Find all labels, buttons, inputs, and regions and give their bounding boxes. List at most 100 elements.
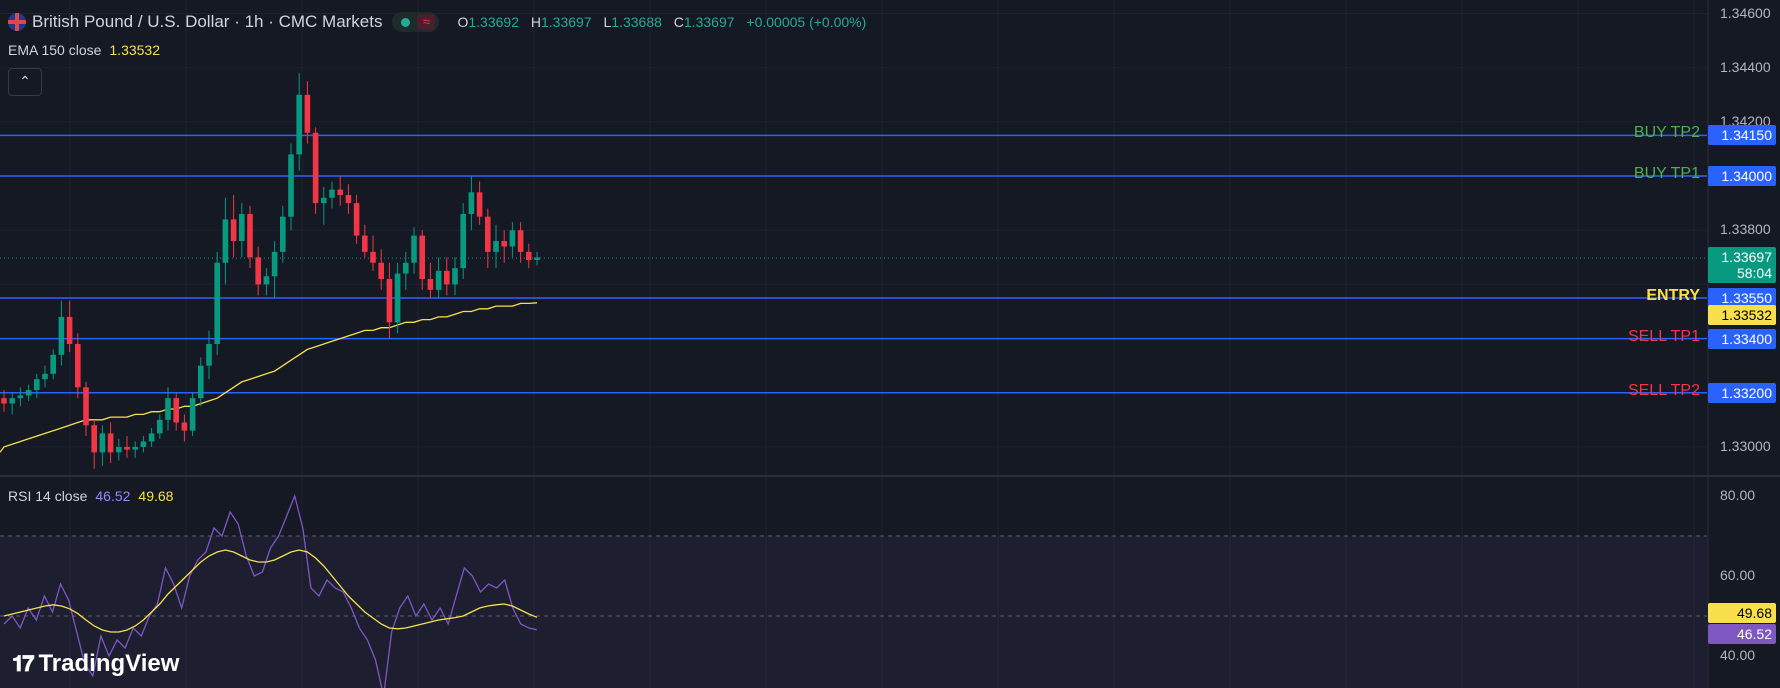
candle-body [42, 373, 48, 380]
candle-body [493, 241, 499, 252]
symbol-header[interactable]: British Pound / U.S. Dollar · 1h · CMC M… [8, 10, 866, 34]
change-value: +0.00005 (+0.00%) [746, 14, 867, 30]
candle-body [17, 395, 24, 399]
candle-body [9, 398, 15, 404]
level-price-tag: 1.34000 [1708, 166, 1776, 187]
candle-body [83, 387, 89, 426]
candle-body [1, 398, 7, 404]
candle-body [370, 251, 376, 263]
candle-body [526, 251, 532, 261]
rsi-label: RSI 14 close [8, 488, 88, 504]
price-axis-label: 1.34400 [1720, 58, 1771, 75]
candle-body [394, 273, 401, 323]
level-label[interactable]: BUY TP1 [1633, 165, 1700, 183]
ema-legend[interactable]: EMA 150 close 1.33532 [8, 42, 160, 58]
candle-body [452, 268, 458, 285]
candle-body [189, 398, 196, 431]
ema-value: 1.33532 [109, 42, 160, 58]
candle-body [173, 398, 179, 423]
level-label[interactable]: SELL TP1 [1627, 327, 1700, 345]
candles [1, 73, 540, 469]
last-price-tag: 1.33697 58:04 [1708, 247, 1776, 284]
candle-body [329, 189, 335, 198]
rsi-axis-label: 80.00 [1720, 487, 1756, 503]
candle-body [75, 343, 81, 388]
candle-body [247, 213, 253, 258]
candle-body [378, 262, 384, 279]
rsi-band [0, 536, 1707, 688]
tradingview-logo-icon: 𝟏𝟕 [12, 651, 35, 676]
last-price-value: 1.33697 [1721, 249, 1772, 266]
level-label[interactable]: SELL TP2 [1627, 381, 1700, 399]
market-status-pill[interactable]: ≈ [392, 12, 440, 32]
rsi-value-tag: 46.52 [1708, 624, 1776, 645]
candle-body [386, 278, 393, 323]
candle-body [222, 219, 229, 263]
candle-body [25, 390, 32, 396]
candle-body [312, 132, 319, 204]
symbol-title[interactable]: British Pound / U.S. Dollar · 1h · CMC M… [32, 12, 383, 31]
candle-body [353, 203, 360, 236]
candle-body [501, 241, 507, 247]
rsi-legend[interactable]: RSI 14 close 46.52 49.68 [8, 488, 173, 504]
candle-body [66, 316, 73, 344]
rsi-axis-label: 60.00 [1720, 567, 1756, 583]
candle-body [517, 230, 524, 252]
rsi-line [3, 493, 538, 688]
candle-body [280, 216, 286, 252]
candle-body [214, 262, 220, 344]
tradingview-logo[interactable]: 𝟏𝟕 TradingView [12, 650, 179, 678]
candle-body [157, 419, 163, 434]
candle-body [148, 433, 155, 442]
candle-body [34, 379, 40, 391]
price-axis-label: 1.34200 [1720, 112, 1771, 129]
brand-name: TradingView [38, 650, 180, 677]
candle-body [476, 192, 483, 217]
candle-body [255, 257, 261, 285]
market-open-dot-icon [401, 17, 411, 27]
level-price-tag: 1.33200 [1708, 382, 1776, 403]
candle-body [304, 94, 311, 133]
candle-body [403, 262, 409, 274]
ohlc-values: O1.33692 H1.33697 L1.33688 C1.33697 +0.0… [449, 14, 866, 30]
candle-body [288, 154, 294, 217]
open-value: 1.33692 [468, 14, 519, 30]
ema-label: EMA 150 close [8, 42, 102, 58]
collapse-legend-button[interactable]: ⌃ [8, 68, 42, 96]
candle-body [444, 270, 450, 285]
candle-body [435, 270, 442, 290]
gbpusd-flag-icon [8, 13, 26, 31]
candle-body [107, 433, 114, 453]
candle-body [91, 425, 97, 453]
wave-icon: ≈ [417, 14, 436, 30]
candle-body [165, 398, 171, 420]
bar-countdown: 58:04 [1736, 265, 1772, 282]
rsi-axis-label: 40.00 [1720, 647, 1756, 663]
rsi-pane [0, 493, 1707, 688]
candle-body [460, 213, 466, 269]
candle-body [181, 422, 188, 431]
price-levels [0, 134, 1707, 394]
candle-body [337, 189, 343, 196]
candle-body [239, 213, 245, 242]
ema-price-tag: 1.33532 [1708, 304, 1776, 325]
level-label[interactable]: BUY TP2 [1633, 124, 1700, 142]
candle-body [263, 276, 270, 285]
candle-body [362, 235, 368, 252]
price-axis-label: 1.33800 [1720, 221, 1771, 238]
level-price-tag: 1.33550 [1708, 287, 1776, 308]
candle-body [198, 365, 204, 399]
candle-body [50, 354, 56, 374]
candle-body [468, 192, 475, 214]
candle-body [534, 257, 540, 261]
level-label[interactable]: ENTRY [1646, 286, 1700, 304]
level-price-tag: 1.33400 [1708, 328, 1776, 349]
candle-body [411, 235, 417, 263]
candle-body [509, 230, 516, 247]
candle-body [99, 433, 106, 453]
candle-body [419, 235, 425, 279]
candle-body [132, 446, 138, 450]
candle-body [427, 278, 434, 290]
rsi-ma-value: 49.68 [138, 488, 174, 504]
